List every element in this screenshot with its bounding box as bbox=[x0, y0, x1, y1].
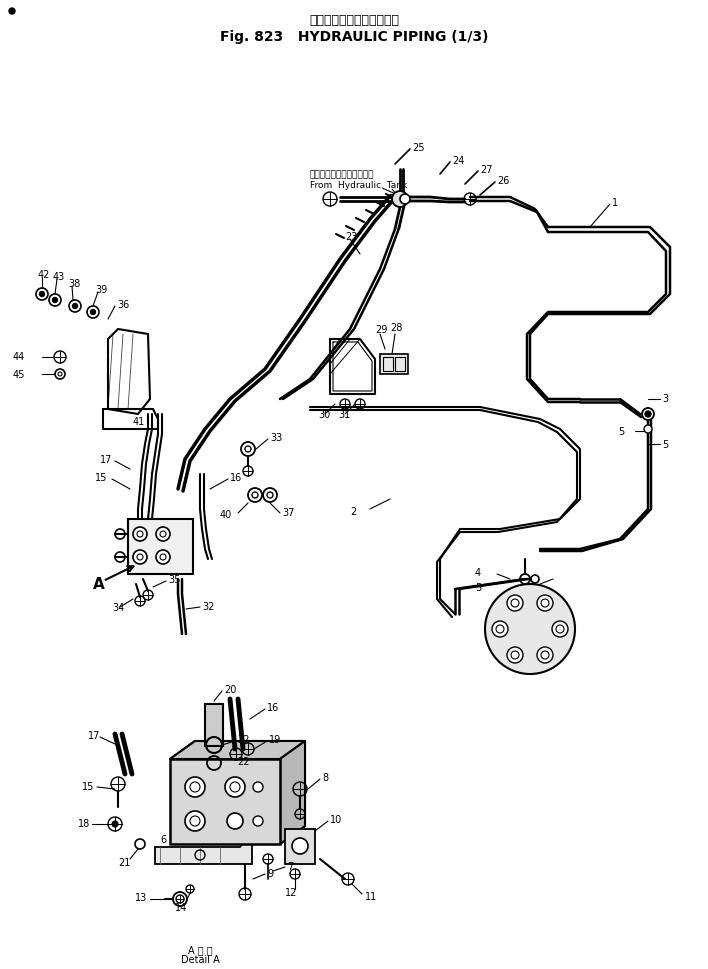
Text: 28: 28 bbox=[390, 323, 402, 332]
Circle shape bbox=[400, 195, 410, 204]
Text: 41: 41 bbox=[133, 417, 145, 426]
Text: 3: 3 bbox=[662, 393, 668, 403]
Text: 27: 27 bbox=[480, 165, 493, 174]
Text: 2: 2 bbox=[350, 507, 356, 516]
Circle shape bbox=[552, 621, 568, 638]
Circle shape bbox=[9, 9, 15, 15]
Text: 16: 16 bbox=[230, 473, 242, 483]
Text: 39: 39 bbox=[95, 285, 107, 295]
Text: 37: 37 bbox=[282, 508, 295, 517]
Bar bbox=[170, 760, 280, 844]
Text: 31: 31 bbox=[338, 410, 350, 420]
Text: 8: 8 bbox=[322, 772, 328, 782]
Text: From  Hydraulic  Tank: From Hydraulic Tank bbox=[310, 180, 407, 189]
Text: 34: 34 bbox=[112, 603, 124, 612]
Text: 29: 29 bbox=[375, 325, 387, 334]
Circle shape bbox=[392, 192, 408, 207]
Circle shape bbox=[40, 293, 45, 297]
Text: 15: 15 bbox=[95, 473, 108, 483]
Text: 43: 43 bbox=[53, 271, 65, 282]
Polygon shape bbox=[155, 831, 252, 864]
Text: Detail A: Detail A bbox=[181, 954, 219, 964]
Circle shape bbox=[112, 821, 118, 828]
Bar bbox=[395, 358, 405, 372]
Text: 38: 38 bbox=[68, 279, 80, 289]
Text: 12: 12 bbox=[285, 887, 297, 897]
Circle shape bbox=[292, 838, 308, 854]
Text: 32: 32 bbox=[202, 602, 215, 611]
Circle shape bbox=[91, 310, 96, 315]
Circle shape bbox=[52, 298, 57, 303]
Circle shape bbox=[537, 647, 553, 664]
Circle shape bbox=[185, 811, 205, 831]
Text: ハイドロリックパイピング: ハイドロリックパイピング bbox=[309, 14, 399, 27]
Text: 7: 7 bbox=[287, 861, 293, 871]
Text: 23: 23 bbox=[345, 232, 358, 241]
Bar bbox=[205, 704, 223, 746]
Bar bbox=[128, 519, 193, 575]
Circle shape bbox=[642, 409, 654, 421]
Circle shape bbox=[645, 412, 651, 418]
Circle shape bbox=[253, 782, 263, 793]
Text: 4: 4 bbox=[475, 568, 481, 578]
Text: 21: 21 bbox=[118, 858, 130, 867]
Circle shape bbox=[156, 550, 170, 564]
Text: 45: 45 bbox=[13, 369, 25, 380]
Bar bbox=[383, 358, 393, 372]
Text: 17: 17 bbox=[100, 454, 113, 464]
Text: ハイドロリックタンクから: ハイドロリックタンクから bbox=[310, 171, 375, 179]
Circle shape bbox=[133, 527, 147, 542]
Bar bbox=[380, 355, 408, 375]
Circle shape bbox=[644, 425, 652, 433]
Text: 44: 44 bbox=[13, 352, 25, 361]
Circle shape bbox=[156, 527, 170, 542]
Text: 9: 9 bbox=[267, 868, 273, 878]
Text: 5: 5 bbox=[475, 582, 481, 592]
Circle shape bbox=[72, 304, 77, 309]
Text: 20: 20 bbox=[224, 684, 236, 694]
Text: 22: 22 bbox=[237, 756, 249, 766]
Polygon shape bbox=[280, 741, 305, 844]
Text: 10: 10 bbox=[330, 814, 342, 825]
Text: 6: 6 bbox=[160, 834, 166, 844]
Text: 26: 26 bbox=[497, 175, 509, 186]
Text: 22: 22 bbox=[237, 735, 249, 744]
Text: 42: 42 bbox=[38, 269, 50, 280]
Text: 1: 1 bbox=[612, 198, 618, 207]
Text: 11: 11 bbox=[365, 891, 377, 901]
Bar bbox=[285, 829, 315, 864]
Text: A 拡 大: A 拡 大 bbox=[188, 944, 212, 954]
Circle shape bbox=[537, 595, 553, 611]
Text: 17: 17 bbox=[88, 731, 101, 740]
Text: 16: 16 bbox=[267, 703, 279, 712]
Text: 24: 24 bbox=[452, 156, 464, 166]
Circle shape bbox=[507, 647, 523, 664]
Text: 30: 30 bbox=[318, 410, 330, 420]
Text: 40: 40 bbox=[220, 510, 232, 519]
Text: A: A bbox=[93, 577, 105, 592]
Text: 14: 14 bbox=[175, 902, 187, 912]
Circle shape bbox=[225, 777, 245, 797]
Text: 25: 25 bbox=[412, 142, 425, 153]
Text: 19: 19 bbox=[269, 735, 281, 744]
Circle shape bbox=[133, 550, 147, 564]
Text: 18: 18 bbox=[78, 818, 90, 828]
Text: 36: 36 bbox=[117, 299, 130, 310]
Circle shape bbox=[485, 584, 575, 674]
Text: 15: 15 bbox=[82, 781, 94, 791]
Circle shape bbox=[185, 777, 205, 797]
Text: 35: 35 bbox=[168, 575, 181, 584]
Text: 5: 5 bbox=[662, 440, 668, 450]
Circle shape bbox=[227, 813, 243, 829]
Text: 13: 13 bbox=[135, 892, 147, 902]
Text: 5: 5 bbox=[618, 426, 624, 437]
Text: 33: 33 bbox=[270, 432, 282, 443]
Circle shape bbox=[492, 621, 508, 638]
Circle shape bbox=[253, 816, 263, 827]
Polygon shape bbox=[170, 741, 305, 760]
Circle shape bbox=[507, 595, 523, 611]
Text: Fig. 823   HYDRAULIC PIPING (1/3): Fig. 823 HYDRAULIC PIPING (1/3) bbox=[219, 30, 489, 44]
